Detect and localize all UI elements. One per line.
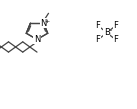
Text: F: F (95, 21, 100, 30)
Text: -: - (109, 28, 112, 33)
Text: F: F (95, 35, 100, 44)
Text: +: + (44, 19, 49, 24)
Text: F: F (113, 21, 118, 30)
Text: B: B (104, 28, 110, 37)
Text: F: F (113, 35, 118, 44)
Text: N: N (40, 19, 47, 28)
Text: N: N (34, 35, 40, 44)
